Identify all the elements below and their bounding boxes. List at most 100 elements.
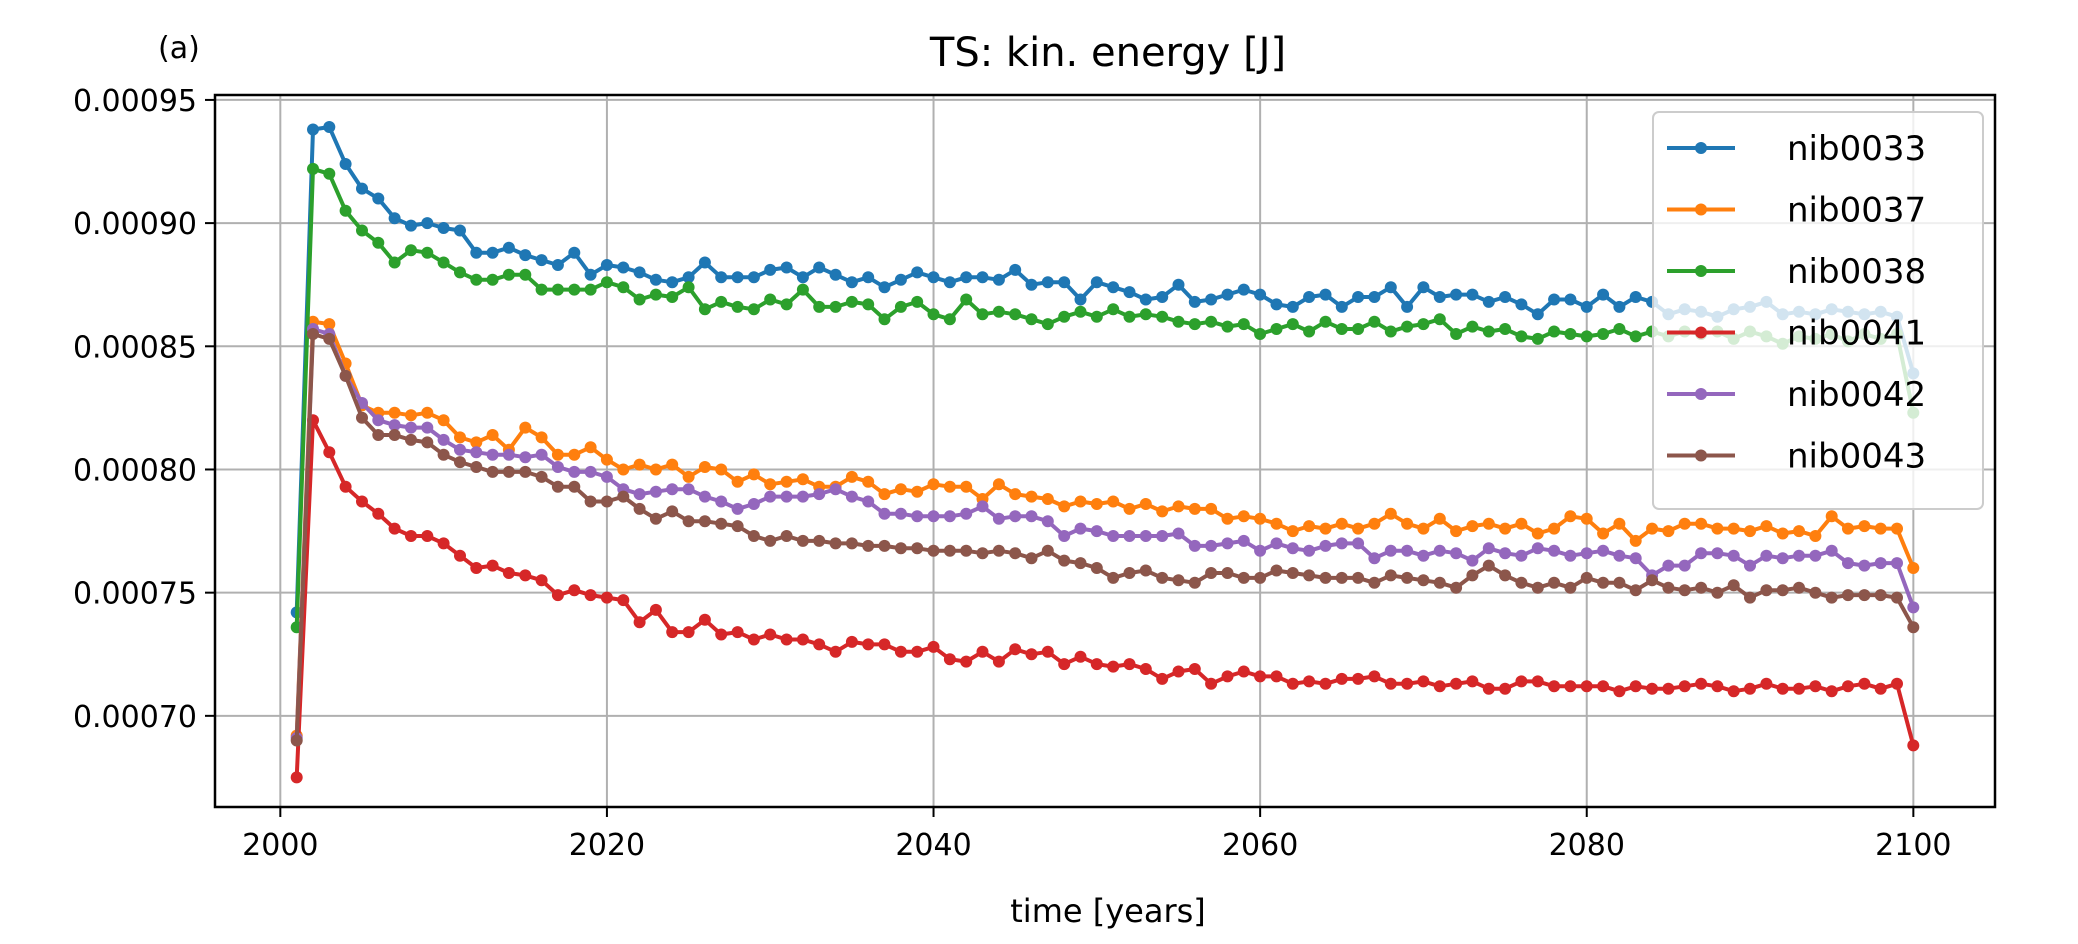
data-point (1580, 300, 1593, 313)
data-point (764, 263, 777, 276)
data-point (960, 507, 973, 520)
data-point (976, 308, 989, 321)
data-point (1009, 308, 1022, 321)
data-point (1090, 658, 1103, 671)
data-point (405, 421, 417, 434)
data-point (976, 271, 989, 284)
data-point (617, 463, 630, 476)
data-point (845, 470, 858, 483)
data-point (1874, 557, 1887, 570)
data-point (1172, 500, 1185, 513)
data-point (992, 273, 1005, 286)
data-point (1286, 677, 1299, 690)
data-point (943, 510, 956, 523)
data-point (1548, 325, 1561, 338)
data-point (1433, 291, 1446, 303)
data-point (323, 121, 336, 133)
data-point (943, 653, 956, 666)
data-point (992, 478, 1005, 491)
x-tick-label: 2060 (1222, 828, 1298, 863)
data-point (437, 433, 450, 446)
data-point (1058, 530, 1071, 542)
data-point (617, 490, 630, 503)
data-point (1711, 547, 1724, 560)
data-point (649, 603, 662, 616)
series-line (294, 125, 1916, 613)
series-line (294, 327, 1916, 739)
data-point (290, 734, 303, 747)
data-point (960, 293, 973, 306)
data-point (470, 273, 483, 286)
y-tick-label: 0.00085 (73, 330, 197, 365)
data-point (894, 507, 907, 520)
data-point (731, 502, 744, 515)
data-point (1221, 512, 1234, 525)
data-point (1041, 318, 1054, 331)
data-point (1531, 581, 1544, 594)
data-point (1450, 288, 1463, 301)
data-point (747, 633, 760, 646)
data-point (1825, 510, 1838, 523)
panel-label: (a) (158, 31, 200, 66)
data-point (1221, 320, 1234, 333)
data-point (1825, 685, 1838, 698)
data-point (1221, 537, 1234, 550)
data-point (1123, 658, 1136, 671)
data-point (1319, 315, 1332, 328)
data-point (388, 212, 401, 225)
data-point (339, 369, 352, 382)
data-point (1352, 537, 1365, 550)
data-point (682, 281, 695, 294)
data-point (1744, 682, 1756, 695)
data-point (1515, 549, 1528, 562)
data-point (486, 559, 499, 572)
data-point (1335, 571, 1348, 584)
data-point (1776, 552, 1789, 565)
data-point (617, 594, 630, 607)
data-point (1678, 584, 1691, 597)
data-point (1793, 549, 1805, 562)
data-point (1531, 332, 1544, 345)
data-point (1335, 300, 1348, 313)
data-point (698, 303, 711, 316)
data-point (1384, 677, 1397, 690)
x-tick-label: 2040 (895, 828, 971, 863)
data-point (356, 224, 368, 237)
data-point (1188, 295, 1201, 308)
data-point (911, 542, 924, 555)
data-point (1597, 576, 1610, 589)
data-point (862, 539, 875, 552)
data-point (1254, 571, 1267, 584)
data-point (1270, 537, 1283, 550)
data-point (1352, 522, 1365, 535)
data-point (1417, 574, 1430, 587)
data-point (682, 626, 695, 639)
data-point (600, 591, 613, 604)
data-point (1499, 291, 1512, 303)
data-point (1335, 517, 1348, 530)
data-point (1711, 586, 1724, 599)
data-point (388, 256, 401, 269)
data-point (568, 480, 581, 493)
data-point (1303, 291, 1316, 303)
data-point (421, 246, 434, 259)
data-point (1858, 677, 1871, 690)
data-point (502, 448, 515, 461)
data-point (1744, 591, 1756, 604)
data-point (1776, 584, 1789, 597)
legend-entry: nib0037 (1667, 191, 1926, 231)
data-point (290, 771, 303, 784)
data-point (633, 616, 646, 629)
data-point (1335, 537, 1348, 550)
data-point (1646, 522, 1659, 535)
data-point (1401, 544, 1414, 557)
data-point (1417, 281, 1430, 294)
data-point (1058, 658, 1071, 671)
data-point (862, 495, 875, 508)
data-point (1221, 288, 1234, 301)
data-point (894, 300, 907, 313)
data-point (633, 293, 646, 306)
data-point (1597, 328, 1610, 340)
data-point (1335, 323, 1348, 335)
data-point (1515, 298, 1528, 311)
